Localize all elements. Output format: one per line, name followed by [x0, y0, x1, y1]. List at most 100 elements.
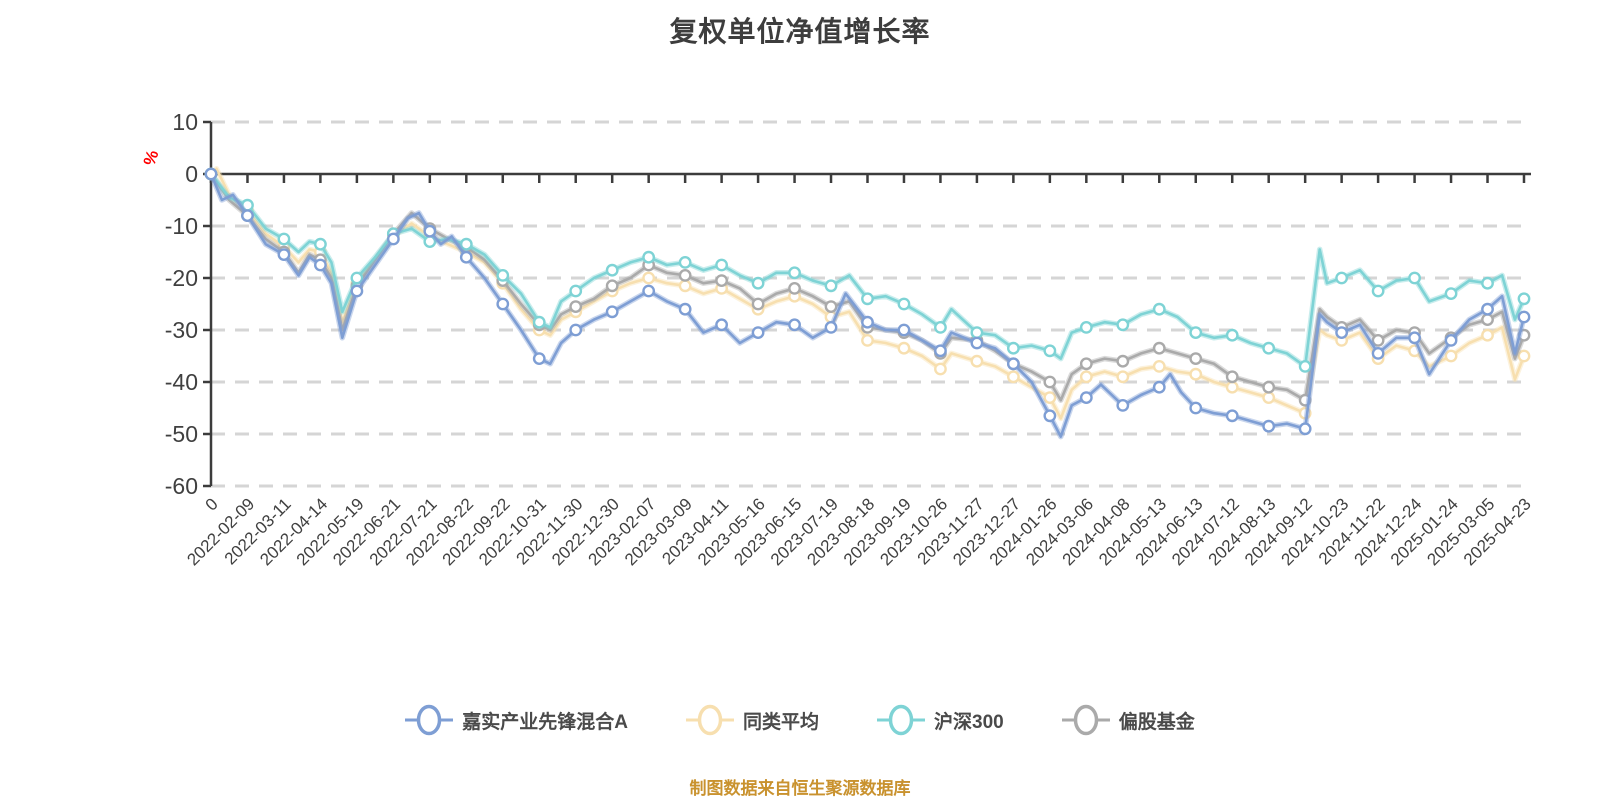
data-point-marker [642, 250, 656, 264]
y-tick-label: 10 [172, 109, 198, 135]
legend-label: 沪深300 [934, 711, 1004, 733]
data-point-marker [1408, 271, 1421, 285]
data-point-marker [1079, 370, 1093, 384]
y-tick-label: -50 [165, 421, 198, 447]
data-point-marker [532, 352, 546, 365]
legend-label: 同类平均 [743, 711, 820, 733]
data-point-marker [897, 297, 911, 311]
plot-area: 10 0 -10 -20 -30 -40 -50 -6002022-02-092022-03-… [165, 109, 1535, 569]
data-point-marker [1225, 328, 1239, 342]
y-tick-label: -20 [165, 265, 198, 291]
data-point-marker [751, 297, 765, 311]
data-point-marker [1225, 380, 1239, 394]
data-point-marker [1298, 359, 1312, 373]
chart-title: 复权单位净值增长率 [669, 16, 931, 47]
data-point-marker [605, 263, 619, 277]
data-point-marker [1225, 409, 1239, 423]
footer-source-note: 制图数据来自恒生聚源数据库 [689, 779, 911, 798]
data-point-marker [751, 276, 765, 290]
y-tick-label: -40 [165, 369, 198, 395]
data-point-marker [1152, 341, 1166, 355]
data-point-marker [1517, 349, 1531, 363]
data-point-marker [861, 292, 874, 306]
data-point-marker [1444, 287, 1458, 300]
data-point-marker [897, 341, 911, 355]
data-point-marker [824, 300, 838, 313]
data-point-marker [788, 318, 801, 332]
data-point-marker [569, 323, 583, 337]
y-tick-label: -10 [165, 213, 198, 239]
data-point-marker [934, 320, 947, 334]
data-point-marker [934, 362, 947, 376]
x-tick-label: 0 [202, 494, 222, 514]
data-point-marker [1481, 328, 1494, 342]
data-point-marker [350, 271, 364, 285]
data-point-marker [569, 300, 583, 313]
data-point-marker [277, 248, 291, 262]
y-tick-label: -60 [165, 473, 198, 499]
data-point-marker [1262, 419, 1276, 433]
legend-item-peer[interactable]: 同类平均 [686, 704, 819, 736]
data-point-marker [1371, 333, 1385, 347]
legend: 嘉实产业先锋混合A 同类平均 沪深300 偏股基金 [0, 704, 1600, 736]
data-point-marker [1043, 409, 1057, 423]
data-point-marker [314, 237, 327, 251]
data-point-marker [1262, 341, 1276, 355]
data-point-marker [715, 258, 729, 272]
data-point-marker [1444, 333, 1458, 347]
data-point-marker [1116, 398, 1130, 412]
data-point-marker [1517, 292, 1531, 306]
data-point-marker [1079, 357, 1093, 371]
data-point-marker [715, 318, 729, 332]
data-point-marker [1481, 276, 1494, 290]
data-point-marker [1262, 380, 1276, 394]
data-point-marker [934, 344, 947, 358]
data-point-marker [642, 284, 656, 298]
data-point-marker [241, 209, 254, 223]
series-line-fund [208, 171, 1527, 440]
data-point-marker [1006, 357, 1020, 371]
data-point-marker [861, 333, 874, 347]
y-tick-label: 0 [185, 161, 198, 187]
data-point-marker [605, 305, 619, 319]
data-point-marker [1371, 284, 1385, 298]
data-point-marker [824, 279, 838, 293]
data-point-marker [459, 237, 473, 251]
data-point-marker [1189, 352, 1203, 365]
legend-marker-icon [405, 704, 454, 736]
data-point-marker [1079, 320, 1093, 334]
data-point-marker [751, 326, 765, 339]
data-point-marker [496, 297, 510, 311]
data-point-marker [678, 268, 692, 282]
legend-marker-icon [1061, 704, 1110, 736]
data-point-marker [1116, 370, 1130, 384]
data-point-marker [970, 354, 984, 368]
data-point-marker [642, 271, 656, 285]
data-point-marker [1006, 370, 1020, 384]
data-point-marker [678, 255, 692, 269]
data-point-marker [1079, 391, 1093, 404]
data-point-marker [1116, 318, 1130, 332]
data-point-marker [1116, 354, 1130, 368]
data-point-marker [1408, 331, 1421, 345]
data-point-marker [1152, 302, 1166, 316]
data-point-marker [350, 284, 364, 298]
legend-item-hs300[interactable]: 沪深300 [877, 704, 1004, 736]
legend-item-equity[interactable]: 偏股基金 [1061, 704, 1195, 736]
data-point-marker [569, 284, 583, 298]
y-tick-label: -30 [165, 317, 198, 343]
legend-item-fund[interactable]: 嘉实产业先锋混合A [405, 704, 628, 736]
data-point-marker [204, 167, 218, 181]
y-axis: 10 0 -10 -20 -30 -40 -50 -60 [165, 109, 213, 499]
data-point-marker [1444, 349, 1458, 363]
data-point-marker [1481, 302, 1494, 316]
data-point-marker [605, 279, 619, 293]
data-point-marker [1335, 326, 1349, 339]
data-point-marker [1298, 422, 1312, 436]
data-point-marker [423, 224, 437, 238]
data-point-marker [1335, 271, 1349, 285]
data-point-marker [1189, 401, 1203, 415]
data-point-marker [1006, 341, 1020, 355]
data-point-marker [788, 281, 801, 295]
data-point-marker [1152, 380, 1166, 394]
